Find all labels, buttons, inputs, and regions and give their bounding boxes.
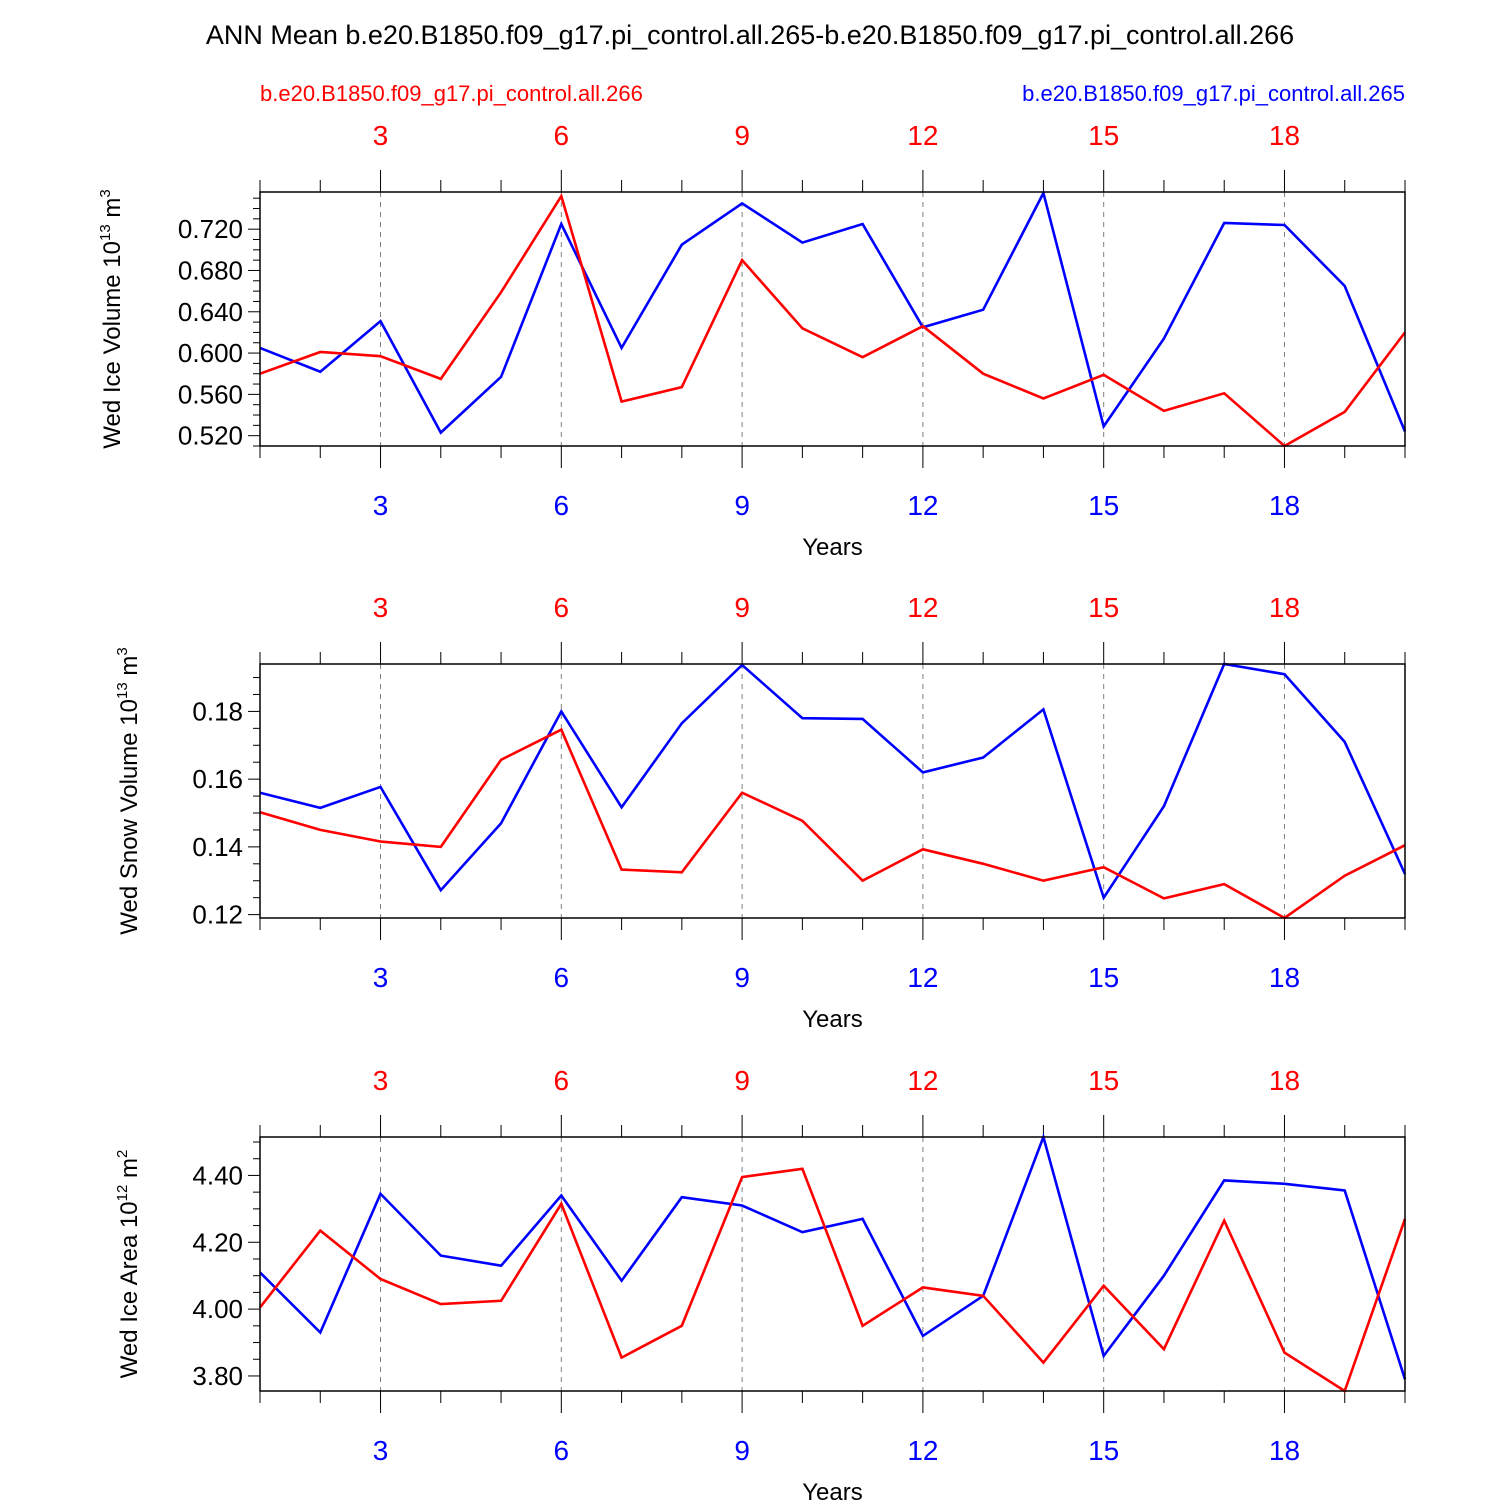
y-tick-label: 0.680 [178,255,243,285]
y-tick-label: 4.20 [192,1227,243,1257]
y-tick-label: 0.640 [178,297,243,327]
y-axis-label-unit-exp: 2 [114,1150,131,1158]
y-tick-label: 0.12 [192,900,243,930]
x-tick-label-top: 6 [554,120,570,151]
y-axis-label-unit-exp: 3 [97,189,114,197]
plot-frame [259,191,1406,447]
plot-frame [259,1136,1406,1392]
series-line-red [258,1167,1407,1393]
x-tick-label-bottom: 9 [734,1435,750,1466]
y-axis-label-unit: m [116,1158,143,1185]
panel-2: 0.12 0.14 0.16 0.18 3 3 6 6 9 9 12 12 15 15 18 18 Years W… [114,592,1407,1033]
x-tick-label-top: 6 [554,1065,570,1096]
x-tick-label-top: 15 [1088,120,1119,151]
x-tick-label-top: 3 [373,592,389,623]
chart-title: ANN Mean b.e20.B1850.f09_g17.pi_control.… [206,20,1294,50]
legend-label-265: b.e20.B1850.f09_g17.pi_control.all.265 [1022,81,1405,106]
x-tick-label-top: 15 [1088,1065,1119,1096]
x-tick-label-top: 18 [1269,120,1300,151]
legend-label-266: b.e20.B1850.f09_g17.pi_control.all.266 [260,81,643,106]
plot-frame [259,663,1406,919]
x-tick-label-top: 3 [373,120,389,151]
panel-3: 3.80 4.00 4.20 4.40 3 3 6 6 9 9 12 12 15 15 18 18 Years W… [114,1065,1407,1500]
x-tick-label-bottom: 6 [554,962,570,993]
y-axis-label-main: Wed Ice Volume 10 [99,241,126,449]
y-axis-label: Wed Snow Volume 1013 m3 [114,647,143,934]
panel-1: 0.520 0.560 0.600 0.640 0.680 0.720 3 3 6 6 9 9 12 12… [97,120,1407,561]
x-tick-label-bottom: 9 [734,490,750,521]
x-axis-label: Years [802,1006,863,1033]
y-tick-label: 0.560 [178,379,243,409]
x-tick-label-bottom: 3 [373,490,389,521]
y-axis-label-main: Wed Snow Volume 10 [116,699,143,935]
x-tick-label-bottom: 3 [373,1435,389,1466]
x-tick-label-top: 15 [1088,592,1119,623]
y-axis-label: Wed Ice Area 1012 m2 [114,1150,143,1379]
x-axis-label: Years [802,1479,863,1500]
y-tick-label: 3.80 [192,1361,243,1391]
series-line-red [259,192,1407,448]
y-tick-label: 0.18 [192,696,243,726]
x-tick-label-bottom: 6 [554,490,570,521]
x-tick-label-bottom: 15 [1088,490,1119,521]
series-line-blue [259,1132,1407,1380]
y-axis-label-unit: m [99,198,126,225]
panels: 0.520 0.560 0.600 0.640 0.680 0.720 3 3 6 6 9 9 12 12… [97,120,1407,1500]
y-axis-label-exp: 13 [97,224,114,241]
x-tick-label-top: 9 [734,1065,750,1096]
x-tick-label-top: 12 [907,120,938,151]
x-tick-label-top: 12 [907,592,938,623]
x-tick-label-bottom: 12 [907,1435,938,1466]
y-tick-label: 4.40 [192,1160,243,1190]
y-axis-label-main: Wed Ice Area 10 [116,1201,143,1378]
x-tick-label-bottom: 6 [554,1435,570,1466]
y-tick-label: 0.600 [178,338,243,368]
y-axis-label: Wed Ice Volume 1013 m3 [97,189,126,448]
x-tick-label-top: 3 [373,1065,389,1096]
y-tick-label: 0.14 [192,832,243,862]
x-axis-label: Years [802,534,863,561]
x-tick-label-bottom: 3 [373,962,389,993]
x-tick-label-top: 18 [1269,592,1300,623]
x-tick-label-bottom: 18 [1269,962,1300,993]
y-axis-label-exp: 12 [114,1185,131,1202]
x-tick-label-bottom: 12 [907,490,938,521]
x-tick-label-bottom: 18 [1269,490,1300,521]
y-tick-label: 0.720 [178,214,243,244]
x-tick-label-top: 6 [554,592,570,623]
y-axis-label-exp: 13 [114,682,131,699]
y-tick-label: 0.520 [178,421,243,451]
y-axis-label-unit-exp: 3 [114,647,131,655]
series-line-blue [259,189,1407,435]
y-tick-label: 0.16 [192,764,243,794]
x-tick-label-bottom: 12 [907,962,938,993]
x-tick-label-top: 9 [734,120,750,151]
x-tick-label-bottom: 9 [734,962,750,993]
x-tick-label-bottom: 15 [1088,962,1119,993]
y-tick-label: 4.00 [192,1294,243,1324]
x-tick-label-top: 12 [907,1065,938,1096]
x-tick-label-bottom: 15 [1088,1435,1119,1466]
x-tick-label-top: 18 [1269,1065,1300,1096]
x-tick-label-top: 9 [734,592,750,623]
series-line-red [259,727,1406,920]
series-line-blue [259,662,1407,901]
y-axis-label-unit: m [116,656,143,683]
x-tick-label-bottom: 18 [1269,1435,1300,1466]
